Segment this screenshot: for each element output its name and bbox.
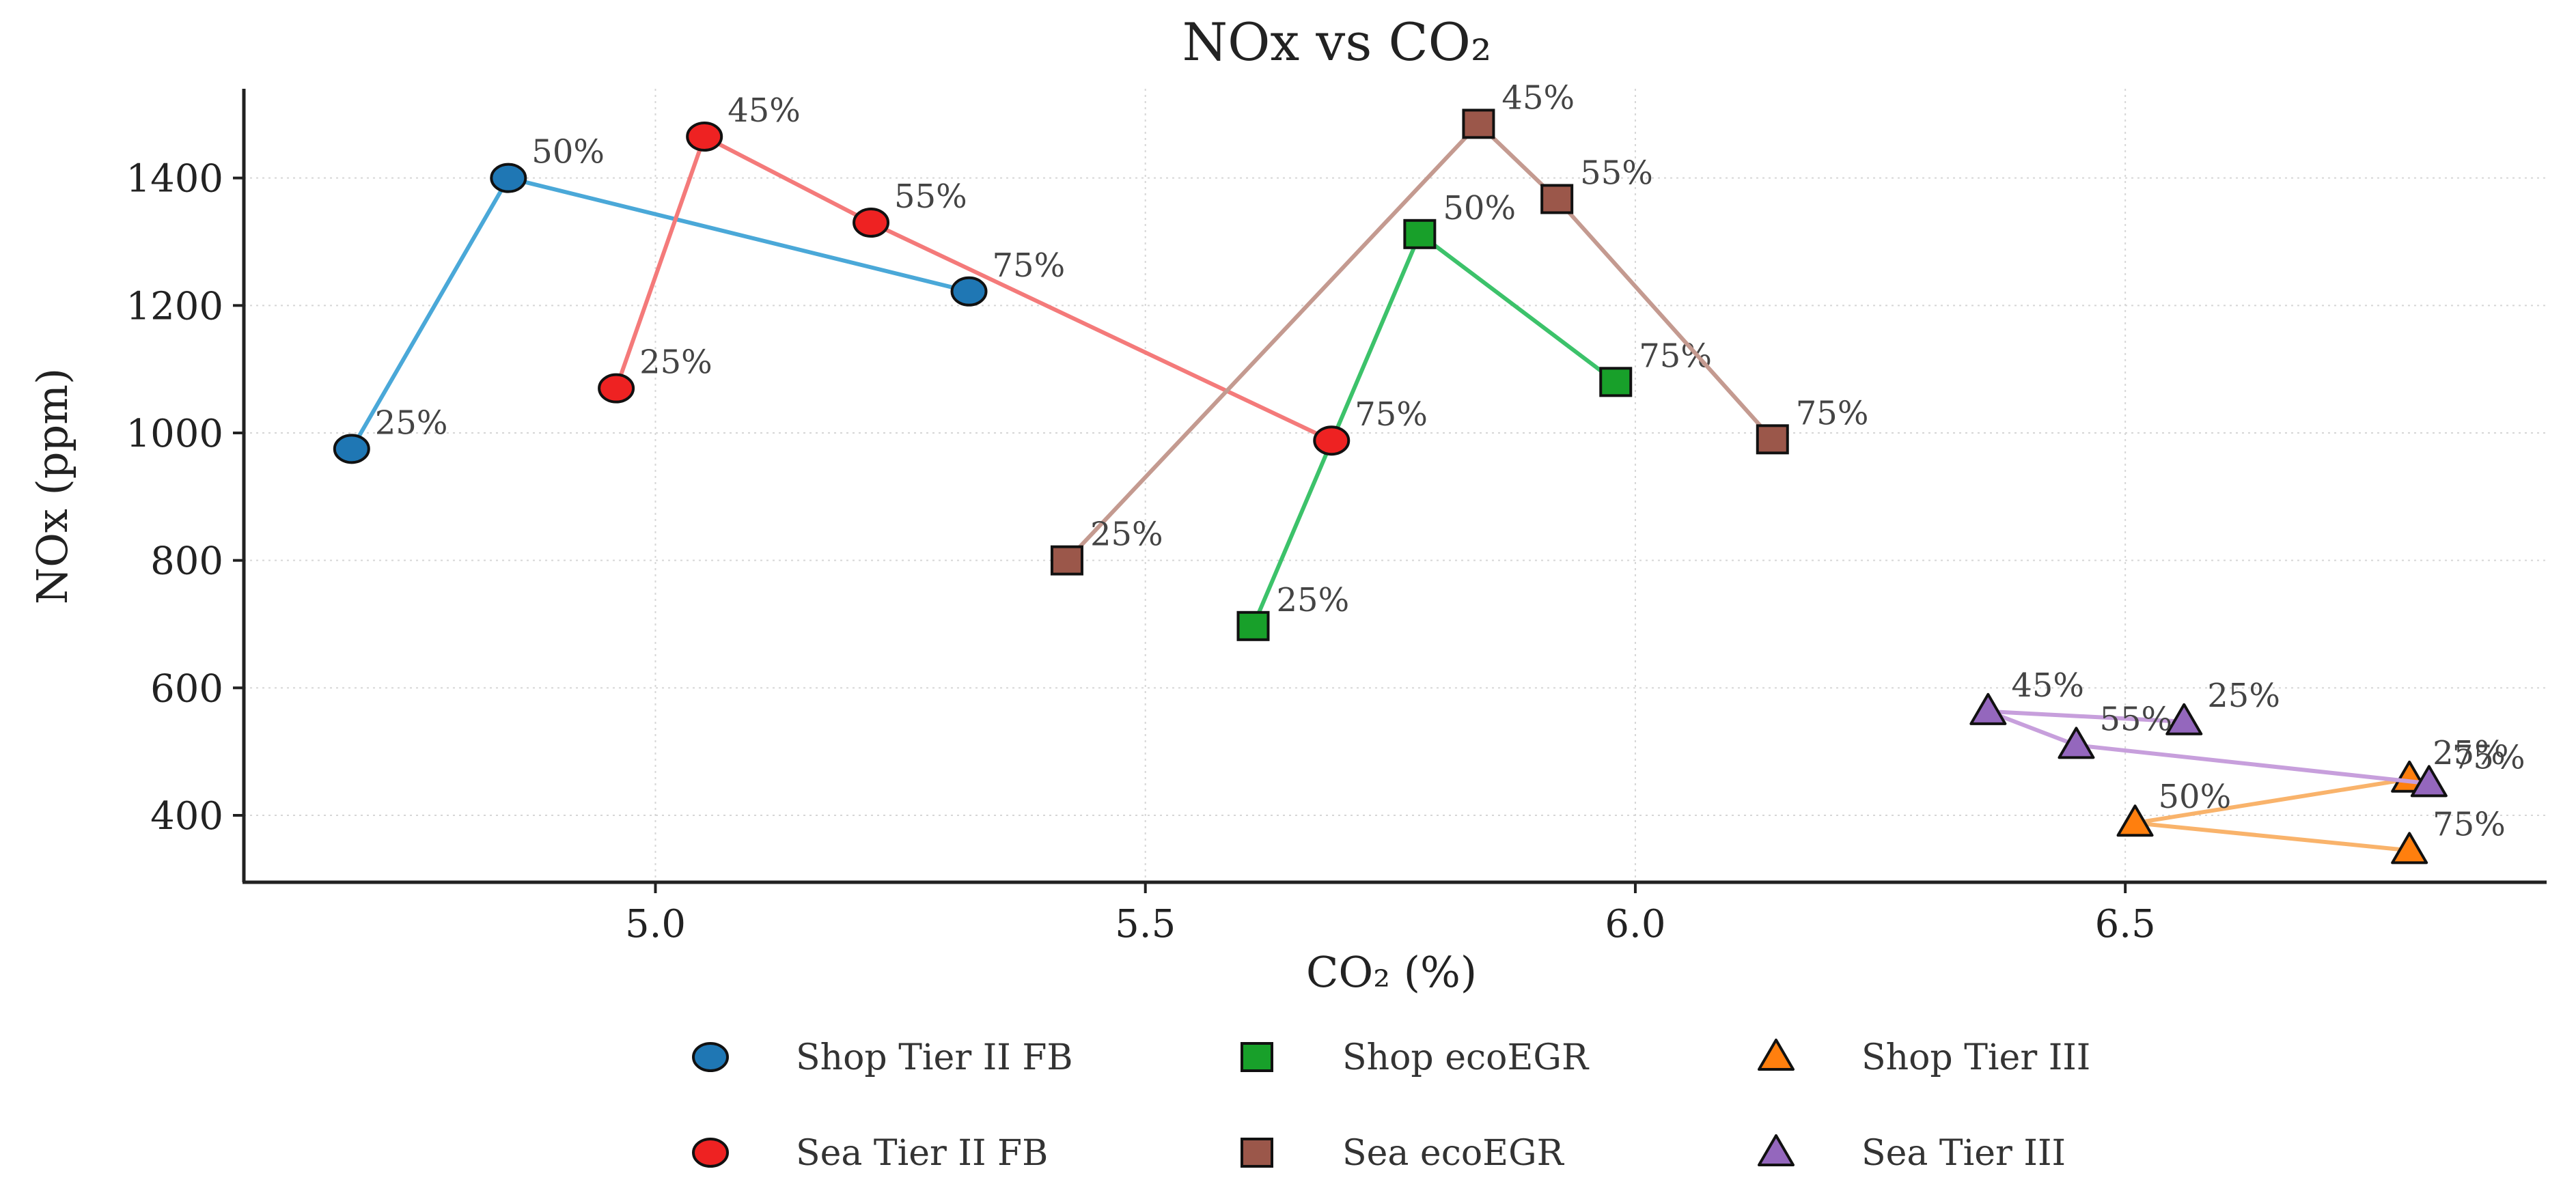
legend-item: Shop ecoEGR (1241, 1037, 1590, 1078)
x-tick-label: 5.5 (1115, 902, 1176, 946)
y-axis-label: NOx (ppm) (27, 368, 77, 604)
chart-title: NOx vs CO₂ (1182, 12, 1492, 72)
data-point-label: 25% (375, 404, 448, 442)
legend-item: Sea Tier II FB (692, 1133, 1048, 1174)
series-line (1065, 122, 1775, 562)
series-3: 25% 45% 55% 75% (598, 92, 1428, 456)
legend-label: Sea Tier III (1861, 1133, 2066, 1174)
x-tick-label: 5.0 (625, 902, 686, 946)
y-tick-label: 600 (150, 666, 223, 711)
legend-label: Shop ecoEGR (1342, 1037, 1590, 1078)
axes (242, 89, 2547, 884)
grid (244, 89, 2547, 882)
data-point-label: 50% (531, 133, 605, 171)
x-tick-label: 6.5 (2095, 902, 2156, 946)
y-tick-label: 1000 (126, 412, 223, 456)
data-point-label: 25% (2433, 734, 2506, 772)
legend-item: Sea ecoEGR (1241, 1133, 1565, 1174)
data-point-label: 55% (894, 178, 967, 216)
data-point-marker (1462, 109, 1495, 139)
data-point-label: 75% (2452, 738, 2525, 776)
legend-label: Shop Tier II FB (796, 1037, 1073, 1078)
data-point-marker (686, 122, 723, 152)
data-point-marker (1599, 367, 1633, 397)
data-point-label: 25% (1277, 581, 1350, 619)
legend-item: Shop Tier III (1758, 1037, 2090, 1078)
legend-item: Shop Tier II FB (692, 1037, 1073, 1078)
data-point-marker (333, 434, 370, 464)
legend-marker (692, 1042, 729, 1072)
y-tick-label: 800 (150, 539, 223, 584)
legend-label: Sea ecoEGR (1342, 1133, 1565, 1174)
data-point-label: 25% (639, 343, 712, 382)
x-tick-label: 6.0 (1605, 902, 1665, 946)
series-line (1986, 709, 2430, 786)
data-point-marker (1050, 545, 1083, 576)
data-point-marker (598, 373, 635, 404)
series-line (614, 135, 1333, 442)
series-1: 25% 50% 75% (1236, 189, 1712, 641)
legend: Shop Tier II FB Shop ecoEGR Shop Tier III S… (692, 1037, 2090, 1174)
x-axis-label: CO₂ (%) (1306, 947, 1477, 997)
series-0: 25% 50% 75% (333, 133, 1066, 464)
y-tick-label: 1400 (126, 157, 223, 201)
legend-label: Shop Tier III (1861, 1037, 2090, 1078)
legend-label: Sea Tier II FB (796, 1133, 1048, 1174)
series-5: 25% 45% 55% 75% (1969, 666, 2525, 798)
legend-marker (692, 1138, 729, 1168)
legend-marker (1241, 1042, 1273, 1072)
legend-marker (1758, 1134, 1795, 1166)
series-4: 25% 45%55% 75% (1050, 79, 1869, 576)
data-point-marker (2058, 727, 2095, 759)
data-point-label: 75% (1639, 337, 1712, 375)
data-point-label: 25% (2207, 677, 2280, 715)
data-point-marker (2391, 832, 2428, 864)
data-point-marker (2410, 765, 2448, 798)
data-point-label: 55% (2099, 700, 2172, 738)
data-point-label: 50% (1443, 189, 1516, 227)
data-point-label: 50% (2159, 778, 2232, 816)
series-2: 25% 50% 75% (2116, 734, 2506, 864)
data-point-label: 75% (1796, 394, 1869, 432)
data-point-marker (1756, 424, 1789, 455)
data-point-marker (1969, 692, 2007, 725)
data-point-label: 25% (1090, 516, 1163, 554)
data-point-marker (2165, 703, 2203, 735)
data-point-marker (853, 208, 890, 238)
legend-marker (1758, 1039, 1795, 1071)
y-tick-label: 400 (150, 794, 223, 839)
data-point-marker (1540, 184, 1574, 214)
plot-area: 25%50%75%25%50%75%25%50%75%25%45%55%75%2… (333, 79, 2525, 864)
legend-marker (1241, 1138, 1273, 1168)
data-point-marker (1313, 425, 1351, 456)
data-point-label: 55% (1580, 154, 1653, 192)
data-point-marker (1236, 610, 1270, 641)
data-point-label: 75% (2433, 805, 2506, 843)
data-point-label: 75% (993, 247, 1066, 285)
data-point-label: 45% (2011, 666, 2084, 705)
data-point-label: 75% (1355, 395, 1428, 434)
data-point-marker (950, 276, 988, 307)
data-point-label: 45% (1501, 79, 1575, 117)
y-tick-label: 1200 (126, 284, 223, 328)
legend-item: Sea Tier III (1758, 1133, 2066, 1174)
data-point-marker (1403, 219, 1437, 249)
data-point-label: 45% (728, 92, 801, 130)
data-point-marker (490, 163, 527, 193)
data-point-marker (2116, 804, 2154, 837)
ticks: 5.0 5.5 6.0 6.5 400 600 800 1000 1200 1400 (126, 157, 2155, 946)
